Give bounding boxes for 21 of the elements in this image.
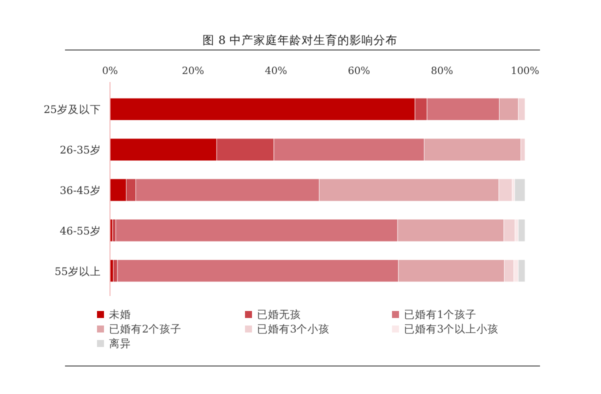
y-tick-label: 25岁及以下	[44, 103, 101, 116]
x-tick-label: 40%	[264, 66, 288, 77]
x-tick-label: 20%	[182, 66, 204, 77]
legend-label: 已婚有3个小孩	[257, 322, 330, 336]
bar	[514, 178, 526, 202]
bar	[518, 219, 526, 242]
legend-label: 已婚有2个孩子	[109, 322, 182, 336]
x-tick-label: 0%	[102, 66, 118, 77]
chart-title: 图 8 中产家庭年龄对生育的影响分布	[202, 33, 398, 47]
legend-label: 未婚	[109, 308, 131, 321]
legend-label: 已婚有1个孩子	[404, 308, 477, 321]
x-tick-label: 60%	[348, 66, 370, 77]
y-tick-label: 46-55岁	[60, 225, 101, 238]
legend-label: 已婚无孩	[257, 308, 301, 321]
legend-label: 已婚有3个以上小孩	[404, 322, 499, 336]
y-tick-label: 36-45岁	[60, 185, 101, 197]
y-tick-label: 55岁以上	[54, 264, 101, 278]
y-tick-label: 26-35岁	[60, 144, 101, 157]
x-tick-label: 100%	[510, 66, 540, 77]
legend-label: 离异	[109, 337, 131, 350]
x-tick-label: 80%	[430, 66, 454, 77]
